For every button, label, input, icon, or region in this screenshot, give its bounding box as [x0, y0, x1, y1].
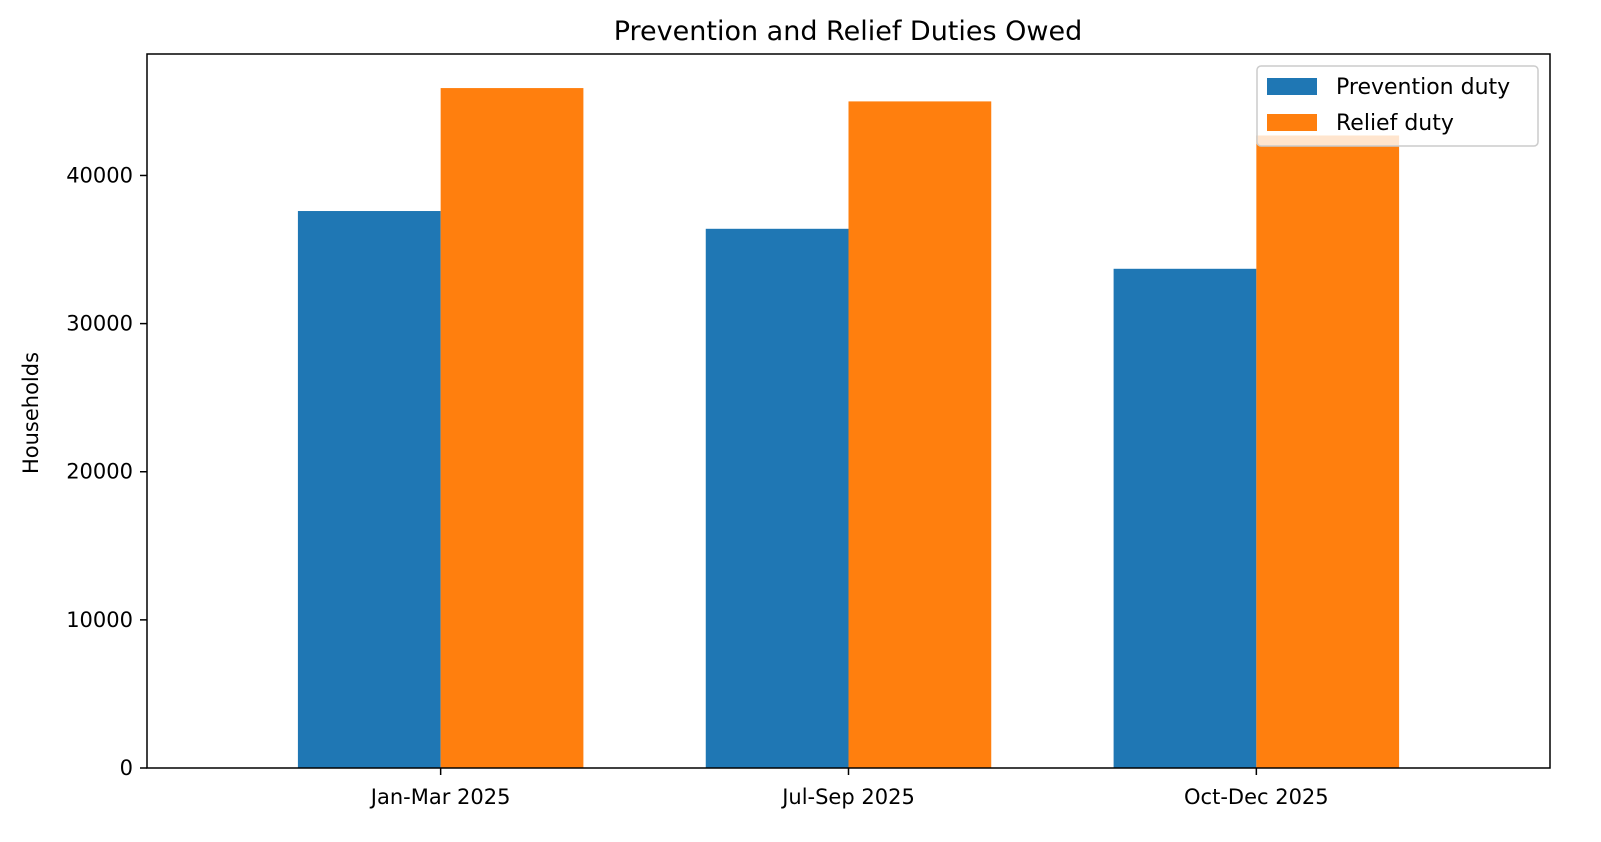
bars-group [297, 88, 1400, 769]
legend: Prevention duty Relief duty [1256, 65, 1539, 147]
x-axis: Jan-Mar 2025 Jul-Sep 2025 Oct-Dec 2025 [369, 768, 1329, 809]
legend-swatch-relief-duty [1267, 114, 1317, 131]
y-tick-label: 40000 [66, 163, 133, 187]
legend-frame [1256, 65, 1539, 147]
chart-title: Prevention and Relief Duties Owed [614, 16, 1083, 47]
y-tick-label: 0 [120, 756, 133, 780]
y-axis: 0 10000 20000 30000 40000 [66, 163, 147, 780]
legend-swatch-prevention-duty [1267, 78, 1317, 95]
bar-relief-duty-0 [440, 88, 584, 768]
y-tick-label: 20000 [66, 460, 133, 484]
y-tick-label: 30000 [66, 312, 133, 336]
x-tick-label: Jul-Sep 2025 [780, 785, 915, 809]
legend-label: Relief duty [1336, 111, 1454, 136]
y-axis-label: Households [19, 352, 43, 474]
bar-prevention-duty-1 [705, 228, 849, 768]
bar-relief-duty-1 [848, 101, 992, 769]
bar-prevention-duty-2 [1113, 268, 1257, 768]
bar-relief-duty-2 [1256, 135, 1400, 768]
y-tick-label: 10000 [66, 608, 133, 632]
bar-prevention-duty-0 [297, 211, 441, 768]
x-tick-label: Oct-Dec 2025 [1184, 785, 1329, 809]
legend-label: Prevention duty [1336, 75, 1510, 100]
x-tick-label: Jan-Mar 2025 [369, 785, 511, 809]
